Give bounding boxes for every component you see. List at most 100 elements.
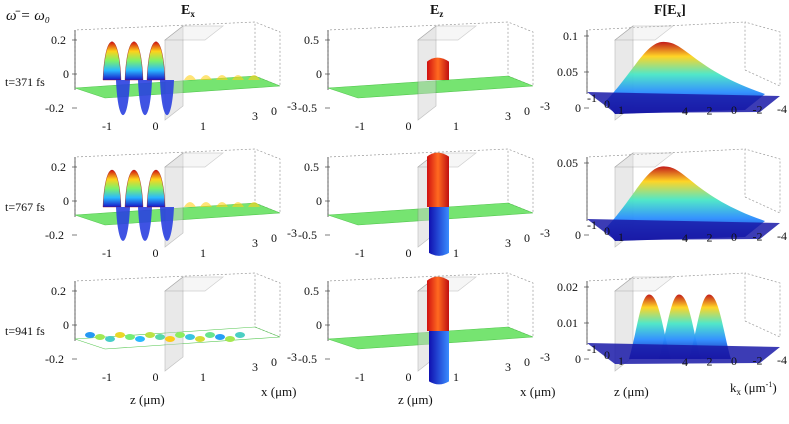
x-tick-label: -2 — [753, 103, 763, 117]
z-tick-label: -1 — [102, 246, 112, 260]
barrier-top — [613, 152, 675, 168]
x-tick-label: 2 — [707, 355, 713, 369]
x-tick-label: -3 — [287, 350, 297, 364]
ex-trough — [160, 207, 174, 241]
z-tick-label: 0 — [406, 246, 412, 260]
ex-ripple — [216, 75, 228, 80]
z-tick-label: 1 — [200, 246, 206, 260]
ex-crest — [102, 170, 122, 208]
x-tick-label: 0 — [271, 355, 277, 369]
kx-label-end: ) — [772, 380, 776, 395]
column-title-ez-main: E — [430, 3, 439, 18]
v-tick-label: 0 — [63, 194, 69, 208]
kx-label-sub: x — [737, 387, 742, 397]
z-tick-label: 1 — [453, 370, 459, 384]
side-frame — [507, 21, 534, 87]
side-frame — [507, 148, 534, 214]
panel-ez-941: 0.50-0.5-1 0 13 0 -3 — [298, 272, 550, 385]
side-frame — [254, 148, 281, 214]
ex-trough — [116, 80, 130, 116]
v-tick-label: -0.2 — [45, 101, 64, 115]
z-tick-label: -1 — [355, 246, 365, 260]
v-tick-label: 0.05 — [557, 156, 578, 170]
x-tick-label: 0 — [524, 104, 530, 118]
x-tick-label: -3 — [540, 350, 550, 364]
ex-crest — [102, 41, 122, 81]
ex-trough — [138, 207, 152, 241]
fx-base — [587, 219, 780, 240]
x-tick-label: 0 — [731, 103, 737, 117]
x-tick-label: -3 — [287, 99, 297, 113]
z-tick-label: -1 — [102, 119, 112, 133]
barrier-top — [613, 276, 675, 292]
ez-ring-top — [427, 276, 449, 331]
zlabel-ez: z (μm) — [398, 392, 433, 407]
x-tick-label: 0 — [731, 354, 737, 368]
v-tick-label: 0.02 — [557, 280, 578, 294]
ex-pattern-cell — [145, 332, 155, 338]
x-tick-label: -3 — [540, 226, 550, 240]
ex-ripple — [216, 202, 228, 207]
ex-pattern-cell — [165, 336, 175, 342]
ex-pattern-cell — [135, 336, 145, 342]
ex-pattern-cell — [215, 334, 225, 340]
ex-crest — [146, 170, 166, 208]
field-plane — [74, 326, 281, 350]
side-frame — [744, 148, 781, 214]
ex-pattern-cell — [235, 332, 245, 338]
barrier-top — [416, 25, 478, 41]
back-frame — [586, 272, 746, 343]
z-tick-label: -1 — [102, 370, 112, 384]
ez-ring-top — [427, 152, 449, 207]
panel-fex-371: 0.10.050-1 0 1 4 2 0 -2 -4 — [557, 21, 787, 121]
v-tick-label: 0.1 — [563, 29, 578, 43]
ex-pattern-cell — [125, 334, 135, 340]
fx-base — [587, 343, 780, 364]
fx-peak — [689, 294, 731, 359]
ex-pattern-cell — [195, 336, 205, 342]
v-tick-label: -0.2 — [45, 352, 64, 366]
v-tick-label: 0 — [63, 318, 69, 332]
column-title-ez: Ez — [430, 3, 443, 19]
back-frame — [586, 21, 746, 92]
zlabel-ex: z (μm) — [130, 392, 165, 407]
v-tick-label: 0 — [575, 101, 581, 115]
z-tick-label: -1 — [587, 91, 597, 105]
column-title-fex-tail: ] — [681, 3, 686, 18]
ex-trough — [160, 80, 174, 116]
ez-ring-top — [427, 57, 449, 80]
ex-ripple — [200, 202, 212, 207]
barrier-top — [163, 25, 225, 41]
x-tick-label: 0 — [524, 231, 530, 245]
side-frame — [507, 272, 534, 338]
column-title-fex: F[Ex] — [654, 3, 686, 19]
ex-ripple — [232, 75, 244, 80]
xlabel-ex: x (μm) — [261, 384, 297, 399]
v-tick-label: 0.5 — [304, 284, 319, 298]
barrier-top — [613, 25, 675, 41]
barrier-top — [163, 276, 225, 292]
x-tick-label: 3 — [252, 236, 258, 250]
z-tick-label: -1 — [587, 342, 597, 356]
z-tick-label: 0 — [406, 119, 412, 133]
panel-ez-767: 0.50-0.5-1 0 13 0 -3 — [298, 148, 550, 260]
panels-group: 0.20-0.2-1 0 13 0 -30.50-0.5-1 0 13 0 -30.10.050… — [45, 21, 787, 385]
v-tick-label: 0.2 — [51, 33, 66, 47]
z-tick-label: 1 — [453, 119, 459, 133]
ex-crest — [124, 170, 144, 208]
ez-ring-bottom — [429, 331, 449, 385]
ex-pattern-cell — [85, 332, 95, 338]
kx-label-main: k — [730, 380, 737, 395]
z-tick-label: 0 — [604, 348, 610, 362]
x-tick-label: -4 — [777, 229, 787, 243]
v-tick-label: 0.5 — [304, 33, 319, 47]
column-title-fex-sub: x — [677, 9, 682, 19]
ex-ripple — [232, 202, 244, 207]
side-frame — [744, 21, 781, 87]
ex-pattern-cell — [185, 334, 195, 340]
panel-ex-941: 0.20-0.2-1 0 13 0 -3 — [45, 272, 297, 384]
fx-peak — [629, 294, 671, 359]
x-tick-label: 2 — [707, 231, 713, 245]
time-label-row-2: t=767 fs — [5, 200, 45, 214]
x-tick-label: 3 — [505, 236, 511, 250]
